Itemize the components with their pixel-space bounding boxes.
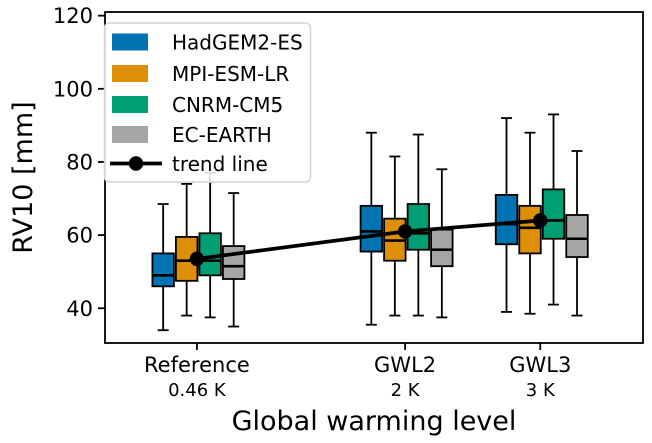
box-rect — [359, 204, 383, 253]
y-tick-label: 100 — [53, 77, 93, 101]
x-tick-label: Reference — [144, 353, 250, 377]
legend-item-hadgem2-es: HadGEM2-ES — [112, 31, 303, 55]
legend-item-trend-line: trend line — [110, 152, 268, 176]
y-tick: 80 — [66, 150, 105, 174]
legend: HadGEM2-ES MPI-ESM-LR CNRM-CM5 EC-EARTH tren… — [103, 22, 312, 183]
box-rect — [541, 188, 566, 240]
trend-point — [533, 213, 548, 228]
y-tick-label: 80 — [66, 150, 93, 174]
y-tick: 40 — [66, 297, 105, 321]
trend-point — [189, 251, 205, 267]
y-tick-label: 60 — [66, 224, 93, 248]
legend-item-ec-earth: EC-EARTH — [112, 123, 272, 147]
y-tick-label: 120 — [53, 4, 93, 28]
x-tick-gwl2: GWL2 2 K — [374, 343, 436, 401]
box-rect — [406, 203, 430, 251]
y-tick: 120 — [53, 4, 105, 28]
y-tick: 100 — [53, 77, 105, 101]
y-axis-label: RV10 [mm] — [8, 101, 39, 253]
legend-swatch — [112, 65, 148, 82]
legend-swatch — [112, 126, 148, 143]
box-group-cnrm-cm5-gwl3 — [541, 113, 566, 306]
y-tick-label: 40 — [66, 297, 93, 321]
box-rect — [430, 228, 454, 268]
box-rect — [151, 252, 175, 288]
box-rect — [494, 193, 519, 246]
box-group-hadgem2-es-reference — [151, 203, 175, 332]
box-group-cnrm-cm5-gwl2 — [406, 133, 430, 317]
x-axis-label: Global warming level — [232, 406, 517, 437]
box-group-mpi-esm-lr-reference — [175, 183, 199, 317]
legend-label: MPI-ESM-LR — [172, 62, 289, 86]
box-rect — [565, 214, 589, 258]
x-tick-label: GWL2 — [374, 353, 436, 377]
box-group-hadgem2-es-gwl2 — [359, 131, 383, 326]
trend-layer — [189, 213, 548, 267]
legend-label: trend line — [172, 152, 268, 176]
legend-frame — [103, 22, 312, 183]
x-tick-gwl3: GWL3 3 K — [509, 343, 571, 401]
axes-layer: 120 100 80 60 40 Reference 0.46 K GWL2 2 K GWL3 3 … — [8, 4, 644, 437]
x-tick-sublabel: 2 K — [391, 380, 421, 401]
legend-item-mpi-esm-lr: MPI-ESM-LR — [112, 62, 289, 86]
legend-swatch — [112, 96, 148, 113]
box-group-hadgem2-es-gwl3 — [494, 117, 519, 313]
legend-label: EC-EARTH — [172, 123, 272, 147]
box-group-ec-earth-reference — [222, 192, 246, 328]
legend-trend-marker — [128, 156, 144, 171]
legend-label: CNRM-CM5 — [172, 93, 283, 117]
box-rect — [518, 204, 542, 255]
box-group-ec-earth-gwl2 — [430, 168, 454, 319]
box-group-ec-earth-gwl3 — [565, 150, 589, 317]
y-tick: 60 — [66, 224, 105, 248]
box-rect — [222, 245, 246, 280]
legend-swatch — [112, 33, 148, 51]
box-group-cnrm-cm5-reference — [198, 172, 222, 319]
x-tick-label: GWL3 — [509, 353, 571, 377]
x-tick-reference: Reference 0.46 K — [144, 343, 250, 401]
x-tick-sublabel: 3 K — [526, 380, 556, 401]
legend-item-cnrm-cm5: CNRM-CM5 — [112, 93, 283, 117]
trend-point — [397, 224, 413, 239]
x-tick-sublabel: 0.46 K — [168, 380, 227, 401]
legend-label: HadGEM2-ES — [172, 31, 303, 55]
